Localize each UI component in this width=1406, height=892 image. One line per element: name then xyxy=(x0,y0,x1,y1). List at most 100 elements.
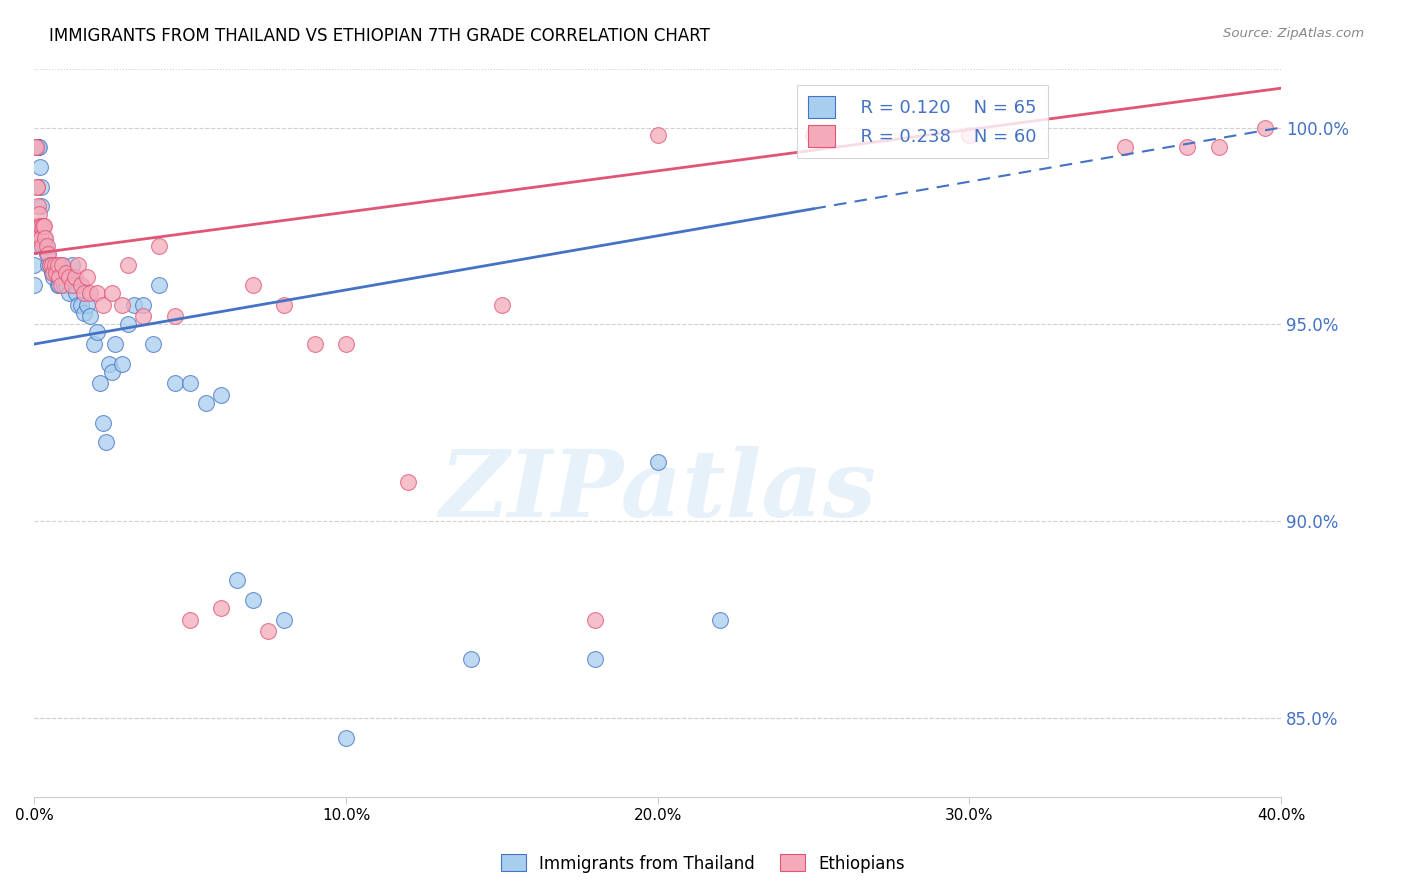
Point xyxy=(179,613,201,627)
Point xyxy=(142,337,165,351)
Point xyxy=(41,258,63,272)
Point xyxy=(79,285,101,300)
Point xyxy=(117,258,139,272)
Point xyxy=(59,270,82,285)
Point xyxy=(32,219,55,233)
Point xyxy=(257,624,280,639)
Point xyxy=(117,318,139,332)
Point xyxy=(27,140,49,154)
Point xyxy=(957,128,980,143)
Point xyxy=(94,435,117,450)
Point xyxy=(37,246,59,260)
Point xyxy=(25,140,48,154)
Point xyxy=(27,199,49,213)
Point xyxy=(51,258,73,272)
Point xyxy=(30,199,52,213)
Point xyxy=(25,140,48,154)
Point xyxy=(73,285,96,300)
Point xyxy=(42,270,65,285)
Point xyxy=(76,298,98,312)
Point xyxy=(39,258,62,272)
Point xyxy=(27,179,49,194)
Point xyxy=(27,140,49,154)
Point xyxy=(273,613,295,627)
Point xyxy=(48,270,70,285)
Point xyxy=(22,258,45,272)
Point xyxy=(163,310,186,324)
Point xyxy=(98,357,121,371)
Point xyxy=(1177,140,1199,154)
Point xyxy=(39,258,62,272)
Text: Source: ZipAtlas.com: Source: ZipAtlas.com xyxy=(1223,27,1364,40)
Point xyxy=(45,266,67,280)
Point xyxy=(55,278,77,293)
Point xyxy=(32,219,55,233)
Point xyxy=(35,238,58,252)
Point xyxy=(28,140,51,154)
Point xyxy=(31,219,53,233)
Point xyxy=(803,128,825,143)
Point xyxy=(132,310,155,324)
Text: ZIPatlas: ZIPatlas xyxy=(439,446,876,536)
Point xyxy=(132,298,155,312)
Point xyxy=(60,278,83,293)
Point xyxy=(44,258,66,272)
Point xyxy=(55,266,77,280)
Point xyxy=(66,258,89,272)
Point xyxy=(70,278,93,293)
Point xyxy=(25,140,48,154)
Point xyxy=(209,600,232,615)
Point xyxy=(35,246,58,260)
Point xyxy=(65,285,87,300)
Point xyxy=(31,238,53,252)
Point xyxy=(34,231,56,245)
Point xyxy=(37,258,59,272)
Point xyxy=(41,266,63,280)
Point xyxy=(148,238,170,252)
Point xyxy=(83,337,105,351)
Legend:   R = 0.120    N = 65,   R = 0.238    N = 60: R = 0.120 N = 65, R = 0.238 N = 60 xyxy=(797,85,1047,158)
Point xyxy=(46,278,69,293)
Point xyxy=(647,128,669,143)
Point xyxy=(25,179,48,194)
Point xyxy=(335,337,357,351)
Point xyxy=(583,613,606,627)
Point xyxy=(22,238,45,252)
Point xyxy=(30,231,52,245)
Point xyxy=(60,258,83,272)
Point xyxy=(86,325,108,339)
Point xyxy=(396,475,419,489)
Point xyxy=(76,270,98,285)
Point xyxy=(63,270,86,285)
Point xyxy=(46,258,69,272)
Point xyxy=(163,376,186,391)
Point xyxy=(194,396,217,410)
Point xyxy=(22,231,45,245)
Point xyxy=(42,266,65,280)
Point xyxy=(48,278,70,293)
Point xyxy=(460,652,482,666)
Point xyxy=(44,258,66,272)
Point xyxy=(22,219,45,233)
Point xyxy=(1254,120,1277,135)
Point xyxy=(91,298,114,312)
Point xyxy=(25,140,48,154)
Point xyxy=(1208,140,1230,154)
Point xyxy=(30,219,52,233)
Point xyxy=(122,298,145,312)
Point xyxy=(226,573,249,587)
Point xyxy=(242,278,264,293)
Point xyxy=(30,179,52,194)
Point xyxy=(32,219,55,233)
Point xyxy=(34,238,56,252)
Point xyxy=(209,388,232,402)
Point xyxy=(45,266,67,280)
Point xyxy=(58,285,80,300)
Point xyxy=(73,305,96,319)
Point xyxy=(63,278,86,293)
Point xyxy=(709,613,731,627)
Point xyxy=(66,298,89,312)
Point xyxy=(179,376,201,391)
Point xyxy=(58,270,80,285)
Point xyxy=(111,298,134,312)
